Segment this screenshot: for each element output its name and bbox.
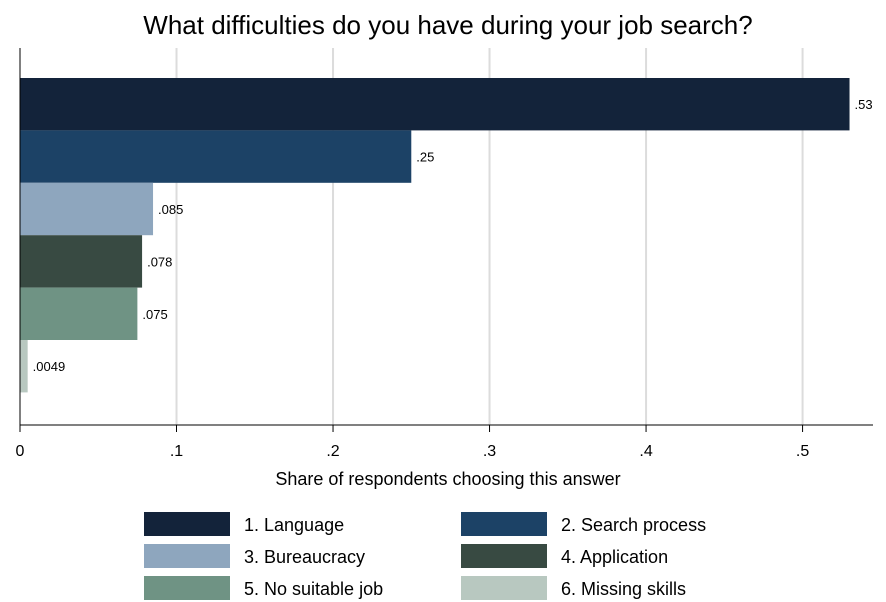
- data-labels: .53 .25 .085 .078 .075 .0049: [33, 97, 873, 374]
- bar: [20, 340, 28, 393]
- tick-label: .4: [639, 443, 652, 460]
- legend: 1. Language 2. Search process 3. Bureaucra…: [144, 512, 706, 600]
- bar: [20, 78, 850, 131]
- legend-swatch: [461, 544, 547, 568]
- legend-label: 4. Application: [561, 547, 668, 567]
- chart-title: What difficulties do you have during you…: [143, 10, 752, 40]
- tick-label: 0: [16, 443, 25, 460]
- bar: [20, 130, 412, 183]
- legend-swatch: [144, 544, 230, 568]
- legend-label: 3. Bureaucracy: [244, 547, 365, 567]
- data-label: .085: [158, 202, 183, 217]
- legend-swatch: [461, 576, 547, 600]
- legend-label: 5. No suitable job: [244, 579, 383, 599]
- tick-label: .2: [326, 443, 339, 460]
- bar: [20, 182, 154, 236]
- x-axis-title: Share of respondents choosing this answe…: [275, 469, 620, 489]
- data-label: .075: [142, 307, 167, 322]
- legend-swatch: [144, 512, 230, 536]
- data-label: .0049: [33, 359, 66, 374]
- data-label: .25: [416, 150, 434, 165]
- legend-swatch: [144, 576, 230, 600]
- bar: [20, 235, 143, 288]
- legend-label: 1. Language: [244, 515, 344, 535]
- bar: [20, 287, 138, 340]
- tick-label: .1: [170, 443, 183, 460]
- tick-label: .5: [796, 443, 809, 460]
- legend-label: 2. Search process: [561, 515, 706, 535]
- data-label: .53: [855, 97, 873, 112]
- x-ticks: 0 .1 .2 .3 .4 .5: [16, 425, 809, 460]
- bars: [20, 78, 850, 393]
- legend-label: 6. Missing skills: [561, 579, 686, 599]
- tick-label: .3: [483, 443, 496, 460]
- data-label: .078: [147, 254, 172, 269]
- x-axis: [19, 48, 873, 426]
- legend-swatch: [461, 512, 547, 536]
